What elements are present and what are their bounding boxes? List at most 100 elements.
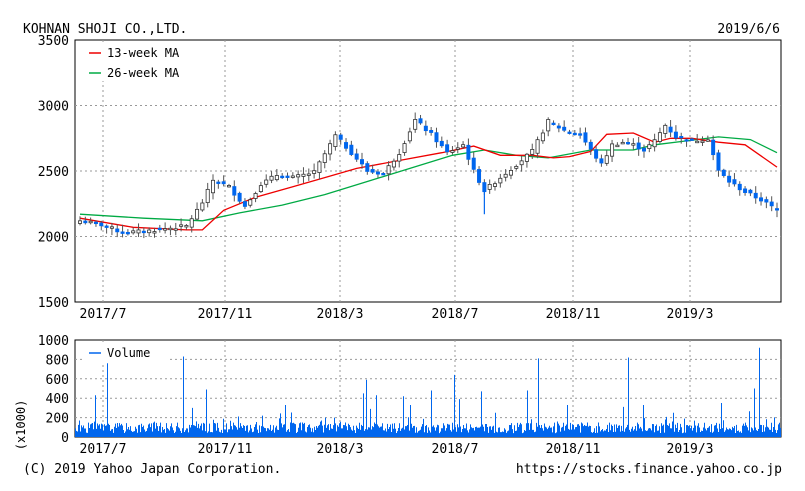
candle-body xyxy=(748,189,753,194)
candle-body xyxy=(663,124,668,134)
volume-x-tick: 2018/3 xyxy=(317,442,364,457)
candlestick xyxy=(344,138,349,152)
candle-body xyxy=(439,140,444,147)
volume-legend-label: Volume xyxy=(107,346,150,360)
candle-body xyxy=(636,142,641,150)
candlestick xyxy=(775,202,780,218)
candlestick xyxy=(439,136,444,148)
candlestick xyxy=(732,173,737,187)
candlestick xyxy=(173,222,178,236)
candle-body xyxy=(232,186,237,196)
candlestick xyxy=(689,137,694,141)
candle-body xyxy=(258,185,263,193)
ma13-layer xyxy=(79,132,778,231)
candlestick xyxy=(104,224,109,234)
candle-body xyxy=(487,184,492,190)
candlestick xyxy=(493,181,498,191)
candle-body xyxy=(168,227,173,231)
candles xyxy=(78,112,780,239)
candle-body xyxy=(604,155,609,164)
candlestick xyxy=(450,146,455,155)
candlestick xyxy=(769,196,774,212)
candlestick xyxy=(759,192,764,206)
candlestick xyxy=(322,150,327,169)
candle-body xyxy=(109,226,114,229)
candle-body xyxy=(493,183,498,187)
candle-body xyxy=(759,197,764,202)
candlestick xyxy=(673,125,678,141)
candlestick xyxy=(274,168,279,182)
candlestick xyxy=(679,132,684,144)
candle-body xyxy=(328,143,333,155)
volume-x-axis: 2017/7 2017/11 2018/3 2018/7 2018/11 2019/3 xyxy=(80,442,714,457)
candle-body xyxy=(333,134,338,147)
candle-body xyxy=(391,160,396,168)
candlestick xyxy=(195,202,200,221)
candle-body xyxy=(530,149,535,155)
candlestick xyxy=(487,179,492,194)
candlestick xyxy=(535,136,540,159)
candlestick xyxy=(125,229,130,236)
candle-body xyxy=(519,160,524,166)
candle-body xyxy=(551,122,556,126)
candlestick xyxy=(354,148,359,162)
candlestick xyxy=(445,139,450,156)
candle-body xyxy=(290,175,295,178)
candle-body xyxy=(583,132,588,143)
candlestick xyxy=(663,123,668,138)
candlestick xyxy=(705,135,710,142)
candlestick xyxy=(551,120,556,126)
candle-body xyxy=(753,192,758,199)
candlestick xyxy=(519,155,524,172)
candlestick xyxy=(375,169,380,178)
candle-body xyxy=(418,118,423,124)
candlestick xyxy=(184,224,189,230)
price-y-tick: 3500 xyxy=(38,34,69,49)
candle-body xyxy=(141,230,146,234)
candlestick xyxy=(168,225,173,236)
candle-body xyxy=(386,165,391,175)
candle-body xyxy=(594,149,599,159)
candlestick xyxy=(514,164,519,171)
candle-body xyxy=(620,141,625,145)
candlestick xyxy=(317,160,322,180)
candle-body xyxy=(535,139,540,154)
candlestick xyxy=(157,224,162,233)
volume-x-tick: 2018/11 xyxy=(546,442,601,457)
candlestick xyxy=(237,191,242,205)
candlestick xyxy=(599,154,604,167)
candle-body xyxy=(99,222,104,227)
candlestick xyxy=(455,142,460,154)
price-x-tick: 2017/7 xyxy=(80,307,127,322)
candle-body xyxy=(195,208,200,220)
candle-body xyxy=(413,119,418,130)
candlestick xyxy=(386,161,391,181)
volume-y-tick: 1000 xyxy=(38,334,69,349)
candlestick xyxy=(530,143,535,160)
candlestick xyxy=(641,144,646,158)
candlestick xyxy=(248,197,253,208)
candle-body xyxy=(562,126,567,131)
candle-body xyxy=(450,150,455,153)
candlestick xyxy=(253,191,258,203)
candlestick xyxy=(179,218,184,232)
candle-body xyxy=(381,173,386,176)
candle-body xyxy=(317,161,322,173)
candlestick xyxy=(524,152,529,168)
candle-body xyxy=(679,136,684,139)
price-x-tick: 2017/11 xyxy=(198,307,253,322)
candle-body xyxy=(226,185,231,188)
candle-body xyxy=(184,225,189,228)
candle-body xyxy=(652,139,657,148)
candle-body xyxy=(498,177,503,184)
price-y-tick: 3000 xyxy=(38,100,69,115)
candle-body xyxy=(689,138,694,141)
price-y-tick: 1500 xyxy=(38,296,69,311)
candle-body xyxy=(248,199,253,206)
candle-body xyxy=(572,132,577,136)
candlestick xyxy=(631,138,636,150)
candlestick xyxy=(147,227,152,237)
price-x-tick: 2018/3 xyxy=(317,307,364,322)
candlestick xyxy=(700,136,705,146)
candle-body xyxy=(445,144,450,153)
